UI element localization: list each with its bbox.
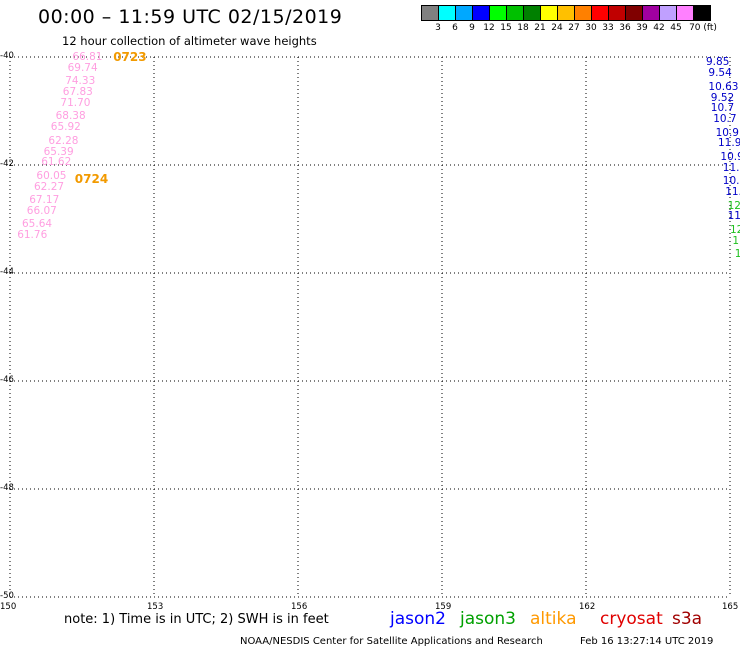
credit: NOAA/NESDIS Center for Satellite Applica… bbox=[240, 636, 543, 647]
longitude-label: 165 bbox=[722, 602, 739, 612]
legend-label: 6 bbox=[452, 23, 458, 33]
wave-height-value: 62.27 bbox=[34, 180, 65, 193]
latitude-label: -48 bbox=[0, 483, 14, 493]
wave-height-value: 74.33 bbox=[65, 75, 96, 88]
legend-swatch bbox=[642, 5, 660, 21]
legend-swatch bbox=[608, 5, 626, 21]
map-subtitle: 12 hour collection of altimeter wave hei… bbox=[62, 34, 317, 48]
latitude-label: -46 bbox=[0, 375, 14, 385]
legend-label: 33 bbox=[602, 23, 614, 33]
wave-height-value: 67.83 bbox=[62, 86, 93, 99]
longitude-label: 159 bbox=[435, 602, 452, 612]
legend-label: 24 bbox=[551, 23, 563, 33]
wave-height-value: 61.62 bbox=[41, 156, 72, 169]
wave-height-value: 66.07 bbox=[26, 204, 57, 217]
wave-height-value: 1 bbox=[734, 248, 740, 261]
footnote: note: 1) Time is in UTC; 2) SWH is in fe… bbox=[64, 612, 329, 627]
wave-height-value: 60.05 bbox=[36, 169, 67, 182]
legend-swatch bbox=[523, 5, 541, 21]
wave-height-value: 11. bbox=[725, 186, 740, 198]
legend-label: 45 bbox=[670, 23, 682, 33]
legend-label: 39 bbox=[636, 23, 648, 33]
longitude-label: 156 bbox=[291, 602, 308, 612]
latitude-label: -44 bbox=[0, 267, 14, 277]
legend-swatch bbox=[421, 5, 439, 21]
legend-label: 36 bbox=[619, 23, 631, 33]
legend-label: 12 bbox=[483, 23, 495, 33]
legend-label: 9 bbox=[469, 23, 475, 33]
wave-height-value: 71.70 bbox=[60, 96, 91, 109]
legend-label: 42 bbox=[653, 23, 665, 33]
wave-height-value: 61.76 bbox=[17, 229, 48, 242]
legend-swatch bbox=[489, 5, 507, 21]
wave-height-value: 12 bbox=[727, 199, 740, 212]
wave-height-value: 66.81 bbox=[72, 51, 103, 63]
wave-height-value: 1 bbox=[732, 234, 740, 247]
wave-height-value: 12 bbox=[730, 223, 740, 236]
legend-swatch bbox=[438, 5, 456, 21]
generated-timestamp: Feb 16 13:27:14 UTC 2019 bbox=[580, 636, 714, 647]
map-title: 00:00 – 11:59 UTC 02/15/2019 bbox=[38, 6, 343, 28]
legend-swatch bbox=[557, 5, 575, 21]
legend-label: 3 bbox=[435, 23, 441, 33]
wave-height-value: 11 bbox=[727, 210, 740, 223]
wave-height-value: 65.64 bbox=[22, 218, 53, 231]
wave-height-value: 10.63 bbox=[708, 80, 739, 93]
wave-height-value: 9.85 bbox=[706, 56, 730, 69]
wave-height-value: 65.92 bbox=[50, 121, 81, 134]
wave-height-value: 9.52 bbox=[710, 91, 735, 104]
satellite-name-jason2: jason2 bbox=[390, 609, 446, 629]
wave-height-value: 10. bbox=[722, 175, 740, 188]
pass-time-label: 0723 bbox=[113, 50, 147, 64]
legend-label: 18 bbox=[517, 23, 529, 33]
legend-label: 15 bbox=[500, 23, 512, 33]
satellite-name-altika: altika bbox=[530, 609, 577, 629]
satellite-name-jason3: jason3 bbox=[460, 609, 516, 629]
pass-time-label: 0724 bbox=[74, 171, 109, 186]
wave-height-value: 67.17 bbox=[29, 194, 60, 207]
wave-height-value: 10.7 bbox=[710, 102, 735, 115]
legend-swatch bbox=[693, 5, 711, 21]
color-legend bbox=[421, 5, 711, 21]
legend-label: 27 bbox=[568, 23, 580, 33]
latitude-label: -40 bbox=[0, 51, 14, 61]
longitude-label: 162 bbox=[579, 602, 596, 612]
latitude-label: -50 bbox=[0, 591, 14, 601]
map-grid bbox=[9, 56, 731, 598]
map-area: 66.81 69.74 74.33 67.83 71.70 68.38 65.92 62.28… bbox=[9, 50, 740, 598]
legend-swatch bbox=[574, 5, 592, 21]
legend-label: 30 bbox=[585, 23, 597, 33]
legend-swatch bbox=[676, 5, 694, 21]
wave-height-value: 10.9 bbox=[720, 150, 740, 163]
wave-height-value: 62.28 bbox=[48, 134, 79, 147]
wave-height-value: 65.39 bbox=[43, 145, 74, 158]
legend-swatch bbox=[540, 5, 558, 21]
wave-height-value: 10.9 bbox=[715, 126, 739, 139]
latitude-label: -42 bbox=[0, 159, 14, 169]
legend-label: 70 (ft) bbox=[689, 23, 717, 33]
legend-swatch bbox=[455, 5, 473, 21]
legend-swatch bbox=[506, 5, 524, 21]
satellite-name-s3a: s3a bbox=[672, 609, 703, 629]
legend-swatch bbox=[659, 5, 677, 21]
longitude-label: 150 bbox=[0, 602, 17, 612]
wave-height-value: 68.38 bbox=[55, 110, 86, 123]
wave-height-value: 11.9 bbox=[718, 137, 740, 150]
longitude-label: 153 bbox=[147, 602, 164, 612]
satellite-name-cryosat: cryosat bbox=[600, 609, 663, 629]
legend-swatch bbox=[625, 5, 643, 21]
legend-label: 21 bbox=[534, 23, 546, 33]
wave-height-value: 11. bbox=[722, 161, 740, 174]
wave-height-value: 10.7 bbox=[713, 113, 737, 126]
wave-height-value: 9.54 bbox=[708, 67, 732, 80]
wave-height-value: 69.74 bbox=[67, 61, 98, 74]
legend-swatch bbox=[472, 5, 490, 21]
legend-swatch bbox=[591, 5, 609, 21]
